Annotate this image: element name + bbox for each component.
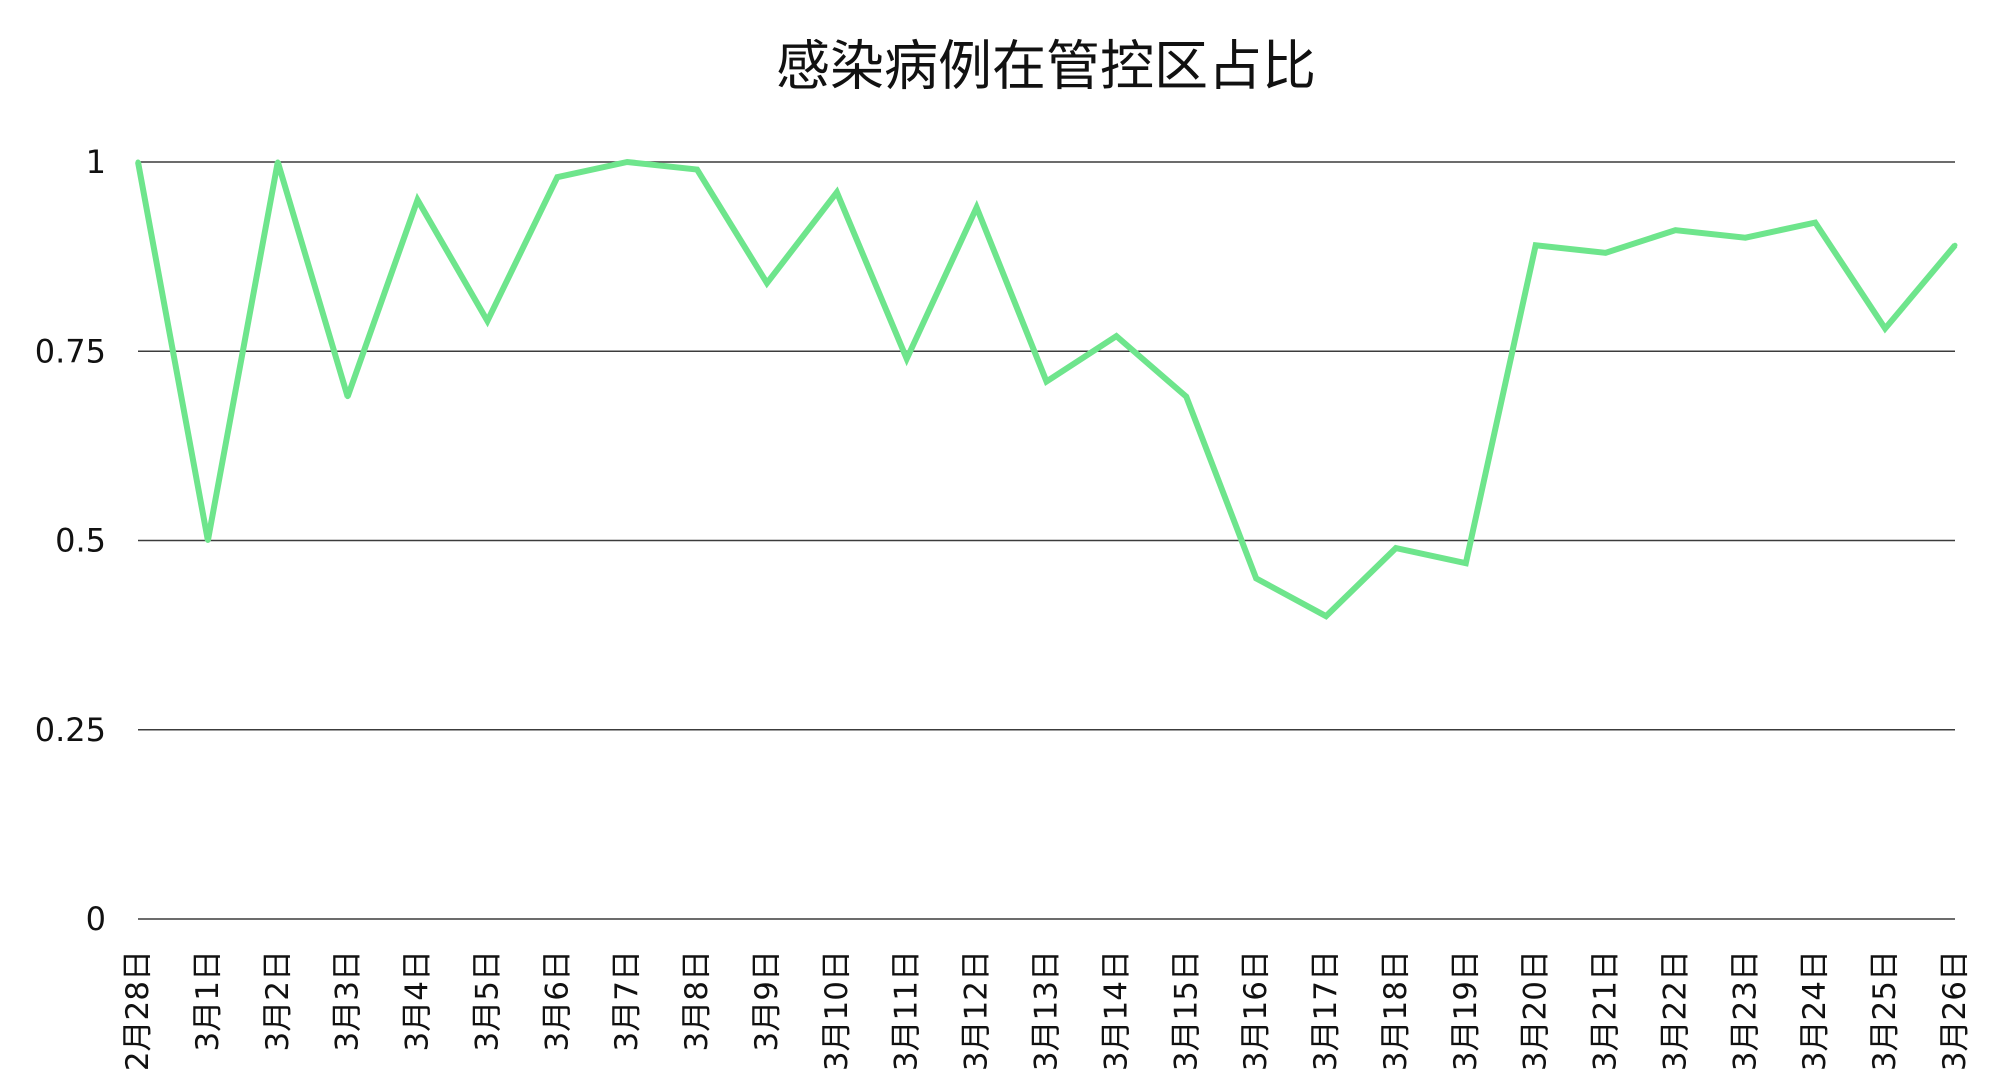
x-tick-label: 3月22日: [1657, 950, 1693, 1071]
x-tick-label: 3月12日: [959, 950, 995, 1071]
data-point: [1183, 394, 1189, 400]
x-tick-label: 3月24日: [1797, 950, 1833, 1071]
x-tick-label: 3月13日: [1029, 950, 1065, 1071]
x-tick-label: 3月1日: [190, 950, 226, 1051]
chart-title: 感染病例在管控区占比: [776, 35, 1316, 98]
y-tick-label: 1: [86, 143, 106, 181]
data-point: [764, 280, 770, 286]
series-group: [135, 158, 1958, 620]
x-tick-label: 3月16日: [1238, 950, 1274, 1071]
data-point: [345, 394, 351, 400]
data-point: [484, 318, 490, 324]
x-tick-label: 3月6日: [539, 950, 575, 1051]
x-tick-label: 3月10日: [819, 950, 855, 1071]
data-point: [1463, 560, 1469, 566]
x-tick-label: 3月19日: [1448, 950, 1484, 1071]
x-tick-label: 3月7日: [609, 950, 645, 1051]
gridlines: [138, 161, 1955, 920]
data-point: [694, 167, 700, 173]
x-tick-label: 3月26日: [1937, 950, 1973, 1071]
y-tick-label: 0: [86, 900, 106, 938]
x-tick-label: 3月18日: [1378, 950, 1414, 1071]
data-point: [1113, 333, 1119, 339]
data-point: [974, 204, 980, 210]
x-tick-label: 3月17日: [1308, 950, 1344, 1071]
x-tick-label: 3月5日: [469, 950, 505, 1051]
x-tick-label: 3月11日: [889, 950, 925, 1071]
x-tick-label: 3月14日: [1098, 950, 1134, 1071]
x-tick-label: 3月25日: [1867, 950, 1903, 1071]
x-tick-label: 3月8日: [679, 950, 715, 1051]
data-point: [1672, 227, 1678, 233]
data-point: [1533, 242, 1539, 248]
x-tick-label: 3月9日: [749, 950, 785, 1051]
x-tick-label: 3月23日: [1727, 950, 1763, 1071]
data-point: [1393, 545, 1399, 551]
y-tick-label: 0.75: [35, 332, 106, 370]
y-tick-label: 0.25: [35, 711, 106, 749]
data-point: [205, 538, 211, 543]
data-point: [1603, 250, 1609, 256]
data-point: [554, 174, 560, 180]
y-tick-label: 0.5: [55, 522, 106, 560]
data-point: [1253, 575, 1259, 581]
x-tick-label: 3月21日: [1588, 950, 1624, 1071]
x-tick-label: 3月15日: [1168, 950, 1204, 1071]
data-point: [415, 197, 421, 203]
y-axis-tick-labels: 0 0.25 0.5 0.75 1: [35, 143, 106, 938]
x-tick-label: 3月4日: [400, 950, 436, 1051]
x-tick-label: 2月28日: [120, 950, 156, 1071]
x-tick-label: 3月2日: [260, 950, 296, 1051]
data-point: [1812, 220, 1818, 226]
data-point: [135, 159, 141, 165]
data-point: [1742, 235, 1748, 241]
data-point: [275, 159, 281, 165]
data-point: [624, 159, 630, 165]
series-line: [135, 158, 1958, 620]
data-point: [834, 189, 840, 195]
data-point: [904, 356, 910, 362]
data-point: [1952, 242, 1958, 248]
data-point: [1882, 326, 1888, 332]
x-axis-tick-labels: 2月28日 3月1日 3月2日 3月3日 3月4日 3月5日 3月6日 3月7日 3月8日 3月9…: [120, 950, 1973, 1071]
data-point: [1323, 613, 1329, 619]
data-point: [1044, 379, 1049, 385]
x-tick-label: 3月20日: [1518, 950, 1554, 1071]
x-tick-label: 3月3日: [330, 950, 366, 1051]
